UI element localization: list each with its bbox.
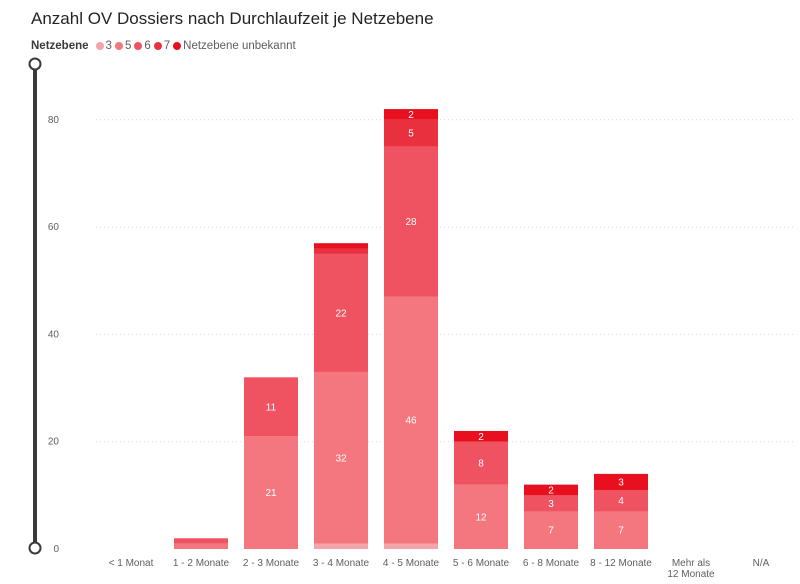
bar-segment[interactable] (174, 543, 228, 549)
data-label: 12 (475, 512, 487, 523)
legend-label: 7 (163, 40, 171, 52)
legend-item-3[interactable]: 3 (95, 40, 112, 52)
bar-segment[interactable] (384, 146, 438, 297)
y-tick-label: 40 (48, 329, 60, 340)
gridlines (96, 119, 796, 443)
legend-item-netzebene-unbekannt[interactable]: Netzebene unbekannt (173, 40, 296, 52)
data-label: 11 (266, 402, 277, 413)
bar-segment[interactable] (454, 484, 508, 549)
data-label: 2 (478, 432, 484, 443)
legend-dot-icon (134, 42, 143, 50)
y-tick-label: 80 (48, 115, 60, 126)
bar-segment[interactable] (594, 511, 648, 549)
data-label: 7 (548, 526, 554, 537)
bars (174, 109, 648, 549)
y-tick-label: 20 (48, 437, 60, 448)
data-label: 8 (478, 459, 484, 470)
zoom-slider[interactable] (28, 57, 42, 555)
legend-title: Netzebene (31, 40, 89, 52)
zoom-slider-handle-bottom[interactable] (28, 541, 42, 555)
bar-segment[interactable] (174, 538, 228, 544)
bar-segment[interactable] (384, 109, 438, 120)
legend-item-5[interactable]: 5 (114, 40, 132, 52)
y-tick-label: 60 (48, 222, 60, 233)
x-tick-label: Mehr als 12 Monate (667, 558, 715, 580)
data-label: 28 (405, 217, 417, 228)
bar-segment[interactable] (384, 296, 438, 544)
x-axis: < 1 Monat 1 - 2 Monate 2 - 3 Monate 3 - 4 M… (109, 558, 770, 580)
bar-segment[interactable] (524, 511, 578, 549)
bar-segment[interactable] (314, 253, 368, 372)
bar-segment[interactable] (524, 484, 578, 496)
legend-dot-icon (173, 42, 182, 50)
legend-label: 6 (144, 40, 151, 52)
data-label: 22 (335, 308, 347, 319)
bar-segment[interactable] (454, 430, 508, 442)
x-tick-label: 6 - 8 Monate (523, 558, 580, 569)
legend-label: 3 (105, 40, 112, 52)
x-tick-label: N/A (753, 558, 770, 569)
data-label: 5 (408, 129, 414, 140)
data-label: 3 (618, 477, 624, 488)
bar-segment[interactable] (244, 436, 298, 549)
bar-segment[interactable] (594, 489, 648, 512)
data-label: 7 (618, 526, 624, 537)
bar-segment[interactable] (594, 473, 648, 490)
x-tick-label: < 1 Monat (109, 558, 154, 569)
x-tick-label: 4 - 5 Monate (383, 558, 440, 569)
legend-label: Netzebene unbekannt (183, 40, 296, 52)
data-label: 46 (405, 416, 417, 427)
bar-segment[interactable] (314, 248, 368, 254)
x-tick-label: 2 - 3 Monate (243, 558, 300, 569)
bar-segment[interactable] (454, 441, 508, 485)
data-label: 4 (618, 496, 624, 507)
x-tick-label: 3 - 4 Monate (313, 558, 370, 569)
bar-segment[interactable] (314, 243, 368, 249)
legend-item-7[interactable]: 7 (153, 40, 171, 52)
legend-dot-icon (95, 42, 104, 50)
bar-segment[interactable] (524, 495, 578, 512)
data-label: 2 (408, 110, 414, 121)
x-tick-label: 1 - 2 Monate (173, 558, 230, 569)
legend-dot-icon (153, 42, 162, 50)
x-tick-label: 8 - 12 Monate (590, 558, 652, 569)
data-label: 3 (548, 499, 554, 510)
x-tick-label: 5 - 6 Monate (453, 558, 510, 569)
zoom-slider-handle-top[interactable] (28, 57, 42, 71)
bar-segment[interactable] (244, 377, 298, 437)
data-label: 32 (335, 453, 347, 464)
data-label: 2 (548, 485, 554, 496)
bar-segment[interactable] (314, 371, 368, 544)
bar-segment[interactable] (384, 543, 438, 549)
bar-segment[interactable] (384, 119, 438, 147)
y-axis: 0 20 40 60 80 (48, 115, 60, 555)
y-tick-label: 0 (53, 544, 59, 555)
data-label: 21 (265, 488, 277, 499)
chart-title: Anzahl OV Dossiers nach Durchlaufzeit je… (31, 9, 434, 28)
legend-item-6[interactable]: 6 (134, 40, 151, 52)
legend-dot-icon (114, 42, 123, 50)
legend-label: 5 (124, 40, 132, 52)
bar-segment[interactable] (314, 543, 368, 549)
legend: Netzebene 3 5 6 7 Netzebene unbekannt (31, 38, 299, 54)
